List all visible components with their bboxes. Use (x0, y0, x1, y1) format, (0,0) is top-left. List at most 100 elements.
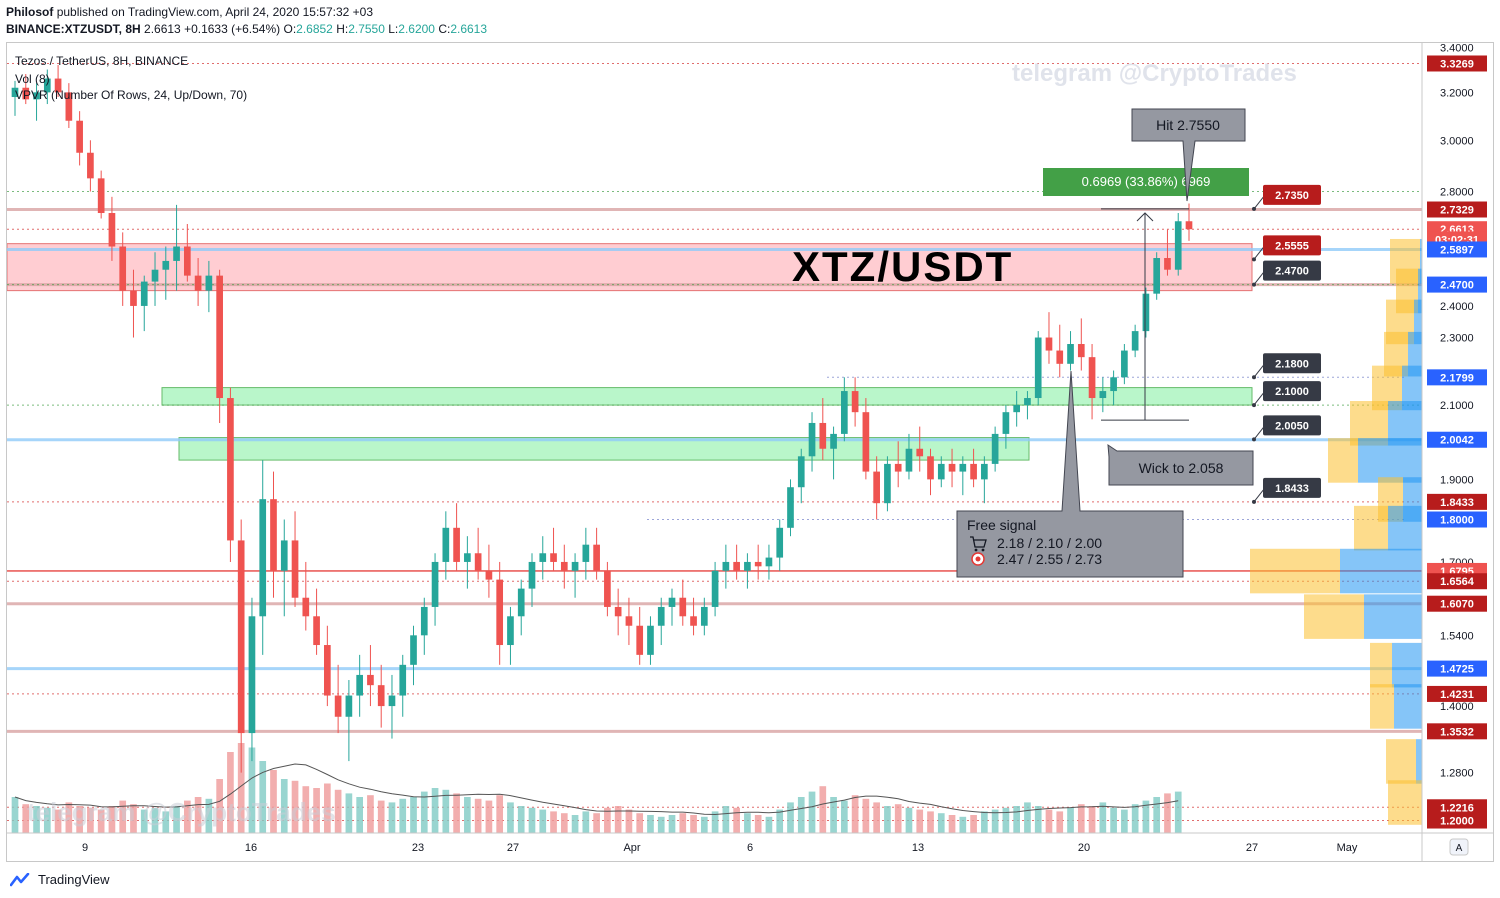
candle-body (797, 456, 805, 488)
price-chart[interactable]: XTZ/USDT 2.7350 2.5555 2.4700 2.1800 2.1000 2.… (6, 42, 1493, 861)
signal-buy: 2.18 / 2.10 / 2.00 (997, 535, 1102, 551)
price-label: 1.6564 (1440, 576, 1475, 588)
high-label: H: (336, 22, 349, 36)
volume-bar (733, 807, 740, 833)
vpvr-down-bar (1354, 505, 1388, 551)
cart-icon-wheel (981, 548, 985, 552)
volume-bar (65, 802, 73, 833)
level-tag-anchor (1252, 437, 1256, 442)
volume-bar (485, 800, 493, 833)
volume-bar (291, 780, 299, 833)
candle-body (1185, 221, 1193, 230)
candle-body (744, 561, 751, 571)
volume-bar (1056, 811, 1064, 833)
y-tick-label: 2.8000 (1440, 186, 1474, 198)
volume-bar (1002, 807, 1010, 833)
author-name[interactable]: Philosof (6, 5, 54, 19)
volume-bar (205, 798, 213, 833)
price-label-bg (1427, 595, 1487, 612)
volume-bar (1034, 806, 1042, 833)
volume-bar (410, 797, 417, 833)
candle-body (345, 695, 353, 717)
measure-arrow (1136, 212, 1154, 222)
y-tick-label: 1.9000 (1440, 474, 1474, 486)
candle-body (862, 412, 870, 472)
candle-body (313, 616, 320, 646)
x-tick-label: 27 (507, 842, 519, 854)
volume-bar (367, 795, 374, 833)
price-label: 1.4231 (1440, 689, 1474, 701)
level-tag-bg (1263, 415, 1321, 436)
volume-bar (162, 811, 170, 833)
candle-body (1131, 331, 1139, 351)
price-label-bg (1427, 685, 1487, 702)
legend-volume[interactable]: Vol (8) (15, 72, 50, 86)
candle-body (981, 463, 988, 480)
candle-body (1045, 337, 1053, 351)
volume-bar (776, 809, 784, 833)
candle-body (819, 422, 827, 449)
volume-bar (927, 811, 934, 833)
candle-body (33, 92, 40, 100)
volume-bar (744, 813, 751, 833)
candle-body (679, 597, 687, 617)
candle-body (668, 597, 676, 607)
legend-vpvr[interactable]: VPVR (Number Of Rows, 24, Up/Down, 70) (15, 88, 247, 102)
volume-bar (517, 806, 525, 833)
y-tick-label: 3.4000 (1440, 43, 1474, 54)
level-tag-bg (1263, 235, 1321, 256)
level-tag-bg (1263, 353, 1321, 374)
x-tick-label: 16 (245, 842, 257, 854)
volume-bar (431, 788, 439, 833)
y-tick-label: 2.4000 (1440, 301, 1474, 313)
level-tag: 2.5555 (1275, 240, 1309, 252)
candle-body (916, 448, 924, 457)
volume-bar (43, 807, 51, 833)
x-tick-label: 9 (82, 842, 88, 854)
candle-body (604, 570, 611, 607)
volume-bar (130, 804, 137, 833)
y-tick-label: 1.4000 (1440, 701, 1474, 713)
candle-body (194, 275, 202, 291)
vpvr-up-bar (1388, 505, 1428, 551)
legend-title[interactable]: Tezos / TetherUS, 8H, BINANCE (15, 54, 188, 68)
candle-body (76, 120, 83, 153)
volume-bar (711, 811, 719, 833)
candle-body (97, 178, 105, 214)
volume-bar (668, 815, 676, 833)
tradingview-logo-icon (10, 872, 30, 886)
chart-panel[interactable]: XTZ/USDT 2.7350 2.5555 2.4700 2.1800 2.1000 2.… (6, 42, 1494, 862)
candle-body (259, 499, 267, 617)
publish-info: Philosof published on TradingView.com, A… (6, 5, 373, 19)
footer-brand[interactable]: TradingView (10, 872, 110, 887)
volume-bar (582, 811, 590, 833)
volume-bar (625, 809, 633, 833)
vpvr-down-bar (1250, 548, 1340, 594)
price-label: 1.6070 (1440, 599, 1474, 611)
candle-body (388, 695, 396, 707)
candle-body (130, 290, 137, 306)
level-tag-anchor (1252, 499, 1256, 504)
candle-body (959, 463, 967, 472)
candle-body (485, 570, 493, 580)
candle-body (927, 456, 934, 480)
level-tag: 2.7350 (1275, 190, 1309, 202)
volume-bar (259, 761, 267, 833)
level-tag: 1.8433 (1275, 483, 1309, 495)
price-label-bg (1427, 723, 1487, 740)
volume-bar (765, 816, 773, 833)
auto-scale-button[interactable]: A (1449, 838, 1469, 856)
volume-bar (550, 811, 557, 833)
price-label-bg (1427, 511, 1487, 528)
price-label-bg (1427, 369, 1487, 386)
candles-layer (11, 65, 1193, 773)
volume-bar (1067, 807, 1074, 833)
candle-body (700, 606, 708, 626)
level-tag-anchor (1252, 282, 1256, 287)
level-tag: 2.0050 (1275, 420, 1309, 432)
candle-body (54, 78, 62, 93)
volume-bar (539, 809, 547, 833)
volume-bar (636, 813, 644, 833)
volume-bar (97, 809, 105, 833)
candle-body (507, 616, 514, 646)
